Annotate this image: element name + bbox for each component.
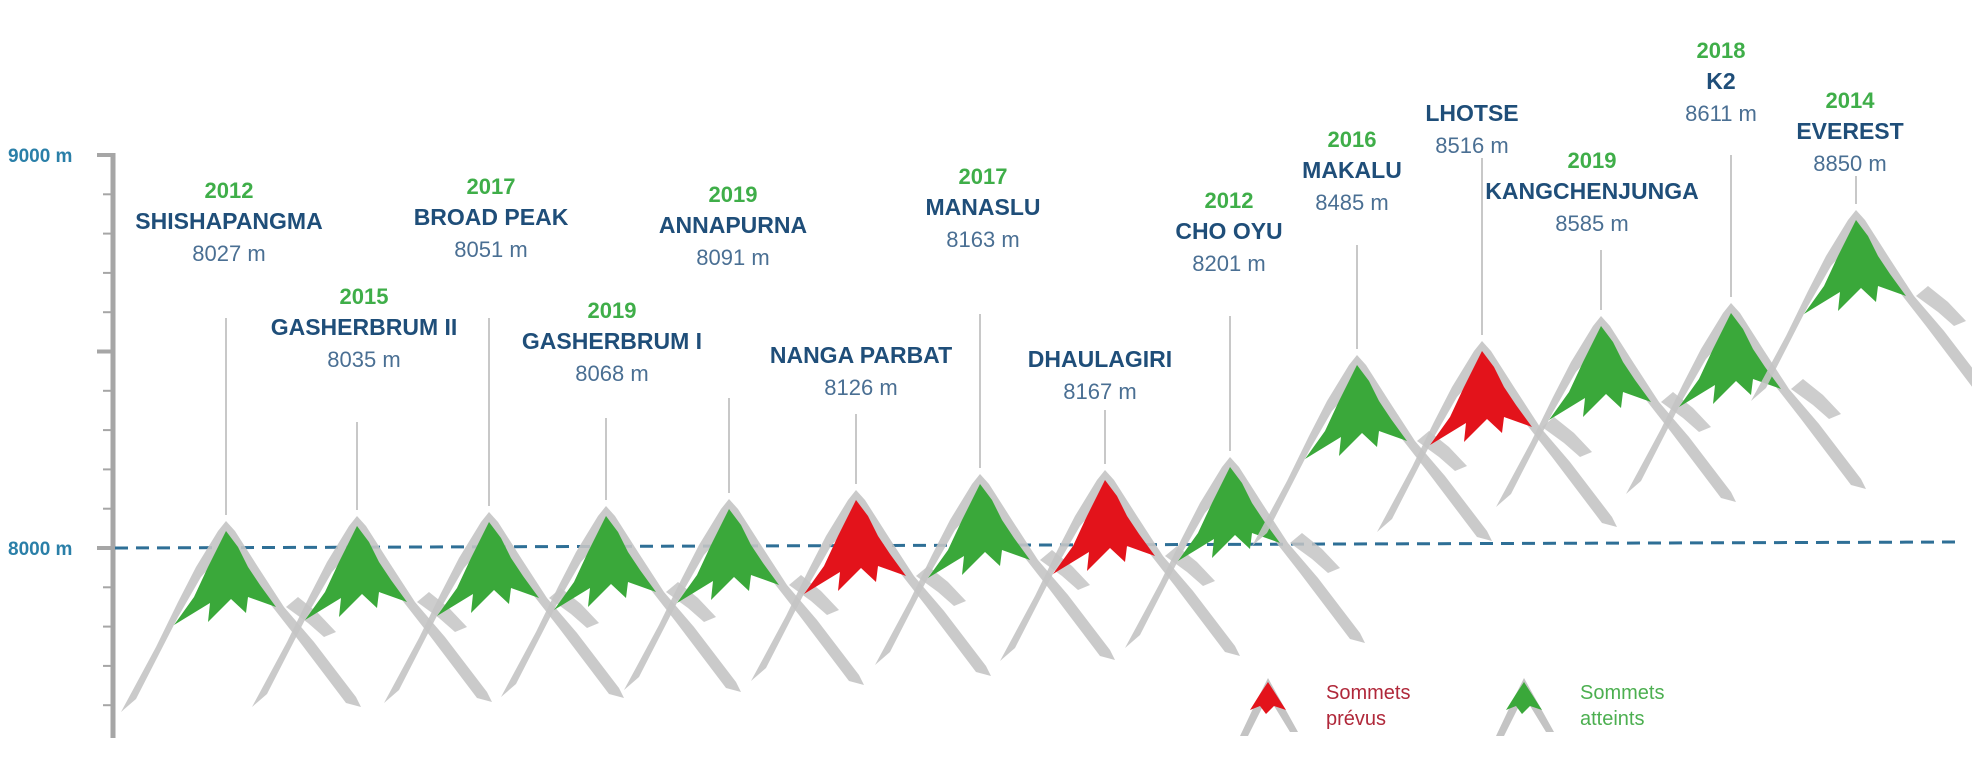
peak-name: MAKALU [1302,157,1402,183]
mountain-rock [121,521,361,712]
mountain-rock [875,474,1115,665]
summit-planned [1053,480,1155,574]
summit-reached [1804,220,1906,314]
peak-name: SHISHAPANGMA [135,208,322,234]
summit-reached [437,522,539,616]
peak-year: 2017 [959,164,1008,189]
peak-name: NANGA PARBAT [770,342,952,368]
legend-label-line1: Sommets [1580,682,1664,704]
peak-year: 2019 [1568,148,1617,173]
legend-label-line2: atteints [1580,708,1644,730]
peak-altitude: 8051 m [454,237,527,262]
mountain-ridge [1916,286,1966,326]
leader-lines [225,155,1857,515]
peak-altitude: 8091 m [696,245,769,270]
mountain-rock [501,506,741,697]
mountain-range [121,210,1972,712]
peak-altitude: 8027 m [192,241,265,266]
peak-name: MANASLU [926,194,1041,220]
summit-reached [928,484,1030,578]
peak-name: ANNAPURNA [659,212,807,238]
summit-reached [1305,365,1407,459]
summit-reached [1679,313,1781,407]
summit-reached [1549,326,1651,420]
summit-reached [305,526,407,620]
peak-altitude: 8126 m [824,375,897,400]
summit-planned [804,500,906,594]
legend-rock [1496,678,1554,736]
peak-altitude: 8068 m [575,361,648,386]
summit-reached [1178,467,1280,561]
peak-year: 2019 [588,298,637,323]
peak-name: CHO OYU [1175,218,1282,244]
mountain-rock [1496,316,1736,507]
peak-year: 2012 [1205,188,1254,213]
mountain-rock [1125,457,1365,648]
reference-line-8000 [114,540,1959,550]
peak-name: GASHERBRUM II [271,314,458,340]
mountain-ridge [1040,550,1090,590]
peak-year: 2016 [1328,127,1377,152]
peak-altitude: 8611 m [1685,101,1757,126]
summit-reached [677,509,779,603]
mountain-ridge [549,588,599,628]
summit-reached [554,516,656,610]
peak-name: DHAULAGIRI [1028,346,1172,372]
summit-reached [174,531,276,625]
y-axis: 9000 m 8000 m [8,146,116,738]
legend-planned-icon [1250,682,1286,714]
peak-name: GASHERBRUM I [522,328,702,354]
peak-year: 2015 [340,284,389,309]
mountain-ridge [1542,417,1592,457]
legend-rock [1240,678,1298,736]
peak-year: 2012 [205,178,254,203]
mountain-rock [1626,303,1866,494]
peak-altitude: 8516 m [1435,133,1508,158]
peak-altitude: 8850 m [1813,151,1886,176]
peak-labels: 2012 SHISHAPANGMA 8027 m 2015 GASHERBRUM II 8… [135,38,1903,404]
peak-altitude: 8167 m [1063,379,1136,404]
mountain-ridge [1290,533,1340,573]
legend-label-line2: prévus [1326,708,1386,730]
peak-year: 2017 [467,174,516,199]
mountain-rock [252,516,492,707]
peak-name: LHOTSE [1425,100,1518,126]
peak-year: 2018 [1697,38,1746,63]
legend: Sommets prévus Sommets atteints [1240,678,1664,736]
mountain-ridge [1661,392,1711,432]
mountain-ridge [286,597,336,637]
mountain-ridge [1791,379,1841,419]
peak-altitude: 8163 m [946,227,1019,252]
summit-planned [1430,351,1532,445]
y-tick-label: 9000 m [8,146,72,167]
peak-name: KANGCHENJUNGA [1485,178,1698,204]
peak-altitude: 8485 m [1315,190,1388,215]
legend-reached-icon [1506,682,1542,714]
peak-name: K2 [1706,68,1735,94]
peak-year: 2019 [709,182,758,207]
peak-altitude: 8035 m [327,347,400,372]
legend-label-line1: Sommets [1326,682,1410,704]
peak-altitude: 8585 m [1555,211,1628,236]
peak-year: 2014 [1826,88,1876,113]
peak-name: BROAD PEAK [414,204,569,230]
peak-name: EVEREST [1796,118,1903,144]
y-tick-label: 8000 m [8,539,72,560]
peak-altitude: 8201 m [1192,251,1265,276]
